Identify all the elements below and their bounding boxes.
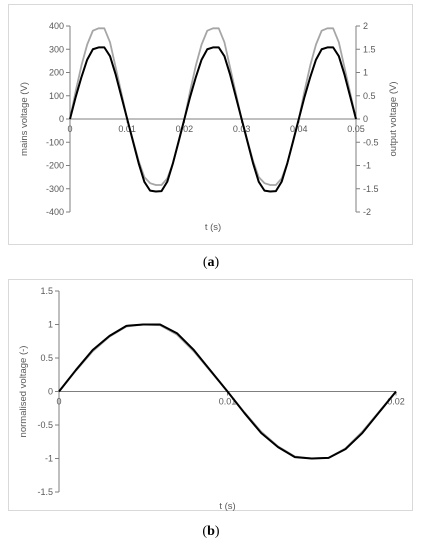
caption-a-close: ) bbox=[214, 255, 220, 270]
y-tick-label: -1 bbox=[45, 454, 53, 464]
chart-panel-a: 400 300 200 100 0 -100 -200 -300 -400 2 1.5 1 0.5 0 -0… bbox=[8, 4, 413, 245]
y-tick-label: 0.5 bbox=[40, 353, 53, 363]
series-line-2 bbox=[58, 323, 397, 460]
x-axis-title: t (s) bbox=[205, 222, 221, 233]
y-tick-label: 400 bbox=[49, 21, 64, 31]
y-tick-label: -100 bbox=[46, 137, 64, 147]
y2-tick-label: -1.5 bbox=[363, 184, 379, 194]
y-tick-label: 100 bbox=[49, 91, 64, 101]
x-tick-label: 0.05 bbox=[347, 124, 365, 134]
y-tick-label: 0 bbox=[59, 114, 64, 124]
y-axis-title: mains voltage (V) bbox=[19, 82, 30, 156]
y-tick-label: 1.5 bbox=[40, 286, 53, 296]
series-line-2 bbox=[69, 46, 357, 193]
y-tick-label: 300 bbox=[49, 44, 64, 54]
series-line-1 bbox=[69, 27, 357, 186]
chart-panel-b: 1.5 1 0.5 0 -0.5 -1 -1.5 0 0.01 0.02 t (s) normalis… bbox=[8, 279, 413, 512]
y2-tick-label: -0.5 bbox=[363, 137, 379, 147]
x-tick-label: 0.02 bbox=[387, 397, 405, 407]
y2-tick-label: -1 bbox=[363, 161, 371, 171]
caption-a-open: ( bbox=[202, 255, 208, 270]
x-tick-label: 0.04 bbox=[290, 124, 308, 134]
x-tick-label: 0 bbox=[67, 124, 72, 134]
y2-tick-label: 0 bbox=[363, 114, 368, 124]
y-tick-label: 1 bbox=[48, 320, 53, 330]
x-tick-label: 0.01 bbox=[219, 397, 237, 407]
x-tick-label: 0 bbox=[56, 397, 61, 407]
caption-a: (a) bbox=[0, 255, 422, 271]
y2-tick-label: 2 bbox=[363, 21, 368, 31]
y2-tick-label: -2 bbox=[363, 207, 371, 217]
chart-a-svg: 4003002001000-100-200-300-40021.510.50-0… bbox=[19, 21, 399, 233]
y2-axis-title: output voltage (V) bbox=[388, 82, 399, 157]
chart-b-svg: 1.5 1 0.5 0 -0.5 -1 -1.5 0 0.01 0.02 t (s) normalis… bbox=[18, 286, 405, 512]
y-tick-label: -0.5 bbox=[37, 420, 53, 430]
y2-tick-label: 0.5 bbox=[363, 91, 376, 101]
y2-tick-label: 1 bbox=[363, 68, 368, 78]
x-axis-title: t (s) bbox=[219, 501, 235, 512]
caption-b-close: ) bbox=[214, 524, 220, 539]
y2-tick-label: 1.5 bbox=[363, 44, 376, 54]
y-axis-title: normalised voltage (-) bbox=[18, 346, 29, 438]
caption-b-letter: b bbox=[207, 524, 215, 539]
caption-b-open: ( bbox=[202, 524, 208, 539]
y-tick-label: -200 bbox=[46, 161, 64, 171]
y-tick-label: -300 bbox=[46, 184, 64, 194]
y-tick-label: -400 bbox=[46, 207, 64, 217]
caption-b: (b) bbox=[0, 524, 422, 540]
caption-a-letter: a bbox=[207, 255, 215, 270]
x-tick-label: 0.01 bbox=[118, 124, 136, 134]
x-tick-label: 0.02 bbox=[176, 124, 194, 134]
x-tick-label: 0.03 bbox=[233, 124, 251, 134]
y-tick-label: -1.5 bbox=[37, 487, 53, 497]
y-tick-label: 0 bbox=[48, 387, 53, 397]
y-tick-label: 200 bbox=[49, 68, 64, 78]
